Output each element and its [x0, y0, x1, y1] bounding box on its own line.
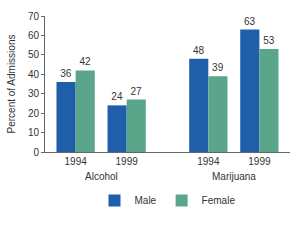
svg-text:Percent of Admissions: Percent of Admissions: [6, 35, 17, 134]
svg-text:20: 20: [28, 108, 40, 119]
svg-text:1999: 1999: [116, 156, 139, 167]
svg-text:40: 40: [28, 69, 40, 80]
svg-text:27: 27: [130, 86, 142, 97]
svg-text:53: 53: [263, 35, 275, 46]
svg-text:42: 42: [79, 56, 91, 67]
svg-text:30: 30: [28, 88, 40, 99]
svg-text:0: 0: [33, 147, 39, 158]
svg-text:Female: Female: [202, 195, 236, 206]
svg-text:Male: Male: [135, 195, 157, 206]
svg-text:70: 70: [28, 11, 40, 22]
svg-text:48: 48: [193, 45, 205, 56]
svg-text:50: 50: [28, 49, 40, 60]
svg-text:60: 60: [28, 30, 40, 41]
svg-text:1994: 1994: [197, 156, 220, 167]
svg-text:1999: 1999: [248, 156, 271, 167]
svg-text:Alcohol: Alcohol: [85, 171, 118, 182]
svg-text:24: 24: [111, 91, 123, 102]
svg-text:36: 36: [60, 68, 72, 79]
svg-text:10: 10: [28, 127, 40, 138]
svg-text:39: 39: [212, 62, 224, 73]
svg-text:Marijuana: Marijuana: [212, 171, 256, 182]
svg-text:1994: 1994: [65, 156, 88, 167]
svg-text:63: 63: [244, 16, 256, 27]
